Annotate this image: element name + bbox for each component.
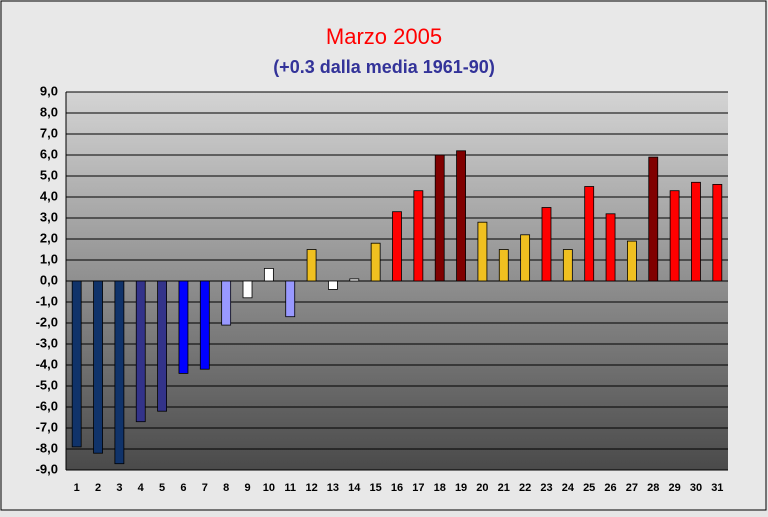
x-tick-label: 8 [223,482,229,494]
y-tick-label: 9,0 [40,83,58,98]
bar [477,221,488,282]
x-tick-label: 26 [604,482,616,494]
x-tick-label: 27 [626,482,638,494]
bar [584,186,595,282]
x-tick-label: 4 [138,482,145,494]
bar [328,280,338,290]
x-tick-label: 21 [498,482,510,494]
x-tick-label: 11 [284,482,296,494]
bar [114,280,125,465]
y-tick-label: 3,0 [40,209,58,224]
x-tick-label: 10 [263,482,275,494]
bar [669,190,680,282]
x-tick-label: 22 [519,482,531,494]
bar [691,181,701,282]
y-tick-label: 8,0 [40,104,58,119]
x-tick-label: 15 [370,482,382,494]
x-tick-label: 17 [412,482,424,494]
bar [648,156,659,282]
bar [541,207,552,282]
bar [627,240,637,282]
x-tick-label: 1 [74,482,80,494]
bar [498,249,509,282]
bar [605,213,616,282]
y-tick-label: -2,0 [36,314,58,329]
bar [562,249,573,282]
x-tick-label: 23 [540,482,552,494]
chart-subtitle: (+0.3 dalla media 1961-90) [273,57,495,77]
bar [306,249,317,282]
x-tick-label: 28 [647,482,659,494]
y-tick-label: -3,0 [36,335,58,350]
bar [392,211,402,282]
bar [199,280,210,370]
x-tick-label: 18 [434,482,446,494]
x-tick-label: 14 [348,482,361,494]
x-tick-label: 30 [690,482,702,494]
bar [712,183,723,282]
chart-title: Marzo 2005 [326,24,442,49]
x-tick-label: 6 [180,482,186,494]
bar [434,154,445,282]
y-tick-label: -1,0 [36,293,58,308]
bar [135,280,146,423]
bars [71,150,723,465]
x-tick-label: 12 [305,482,317,494]
y-tick-label: -7,0 [36,419,58,434]
bar [520,234,531,282]
labels: -9,0 -8,0 -7,0 -6,0 -5,0 -4,0 -3,0 -2,0 -1,0 0,0 1… [36,83,724,493]
bar [71,280,82,448]
bar [242,280,253,299]
bar [349,278,360,282]
y-tick-label: 6,0 [40,146,58,161]
y-tick-label: 1,0 [40,251,58,266]
bar [285,280,296,318]
x-tick-label: 13 [327,482,339,494]
x-tick-label: 24 [562,482,575,494]
bar [456,150,466,282]
y-tick-label: -8,0 [36,440,58,455]
bar [413,190,424,282]
x-tick-label: 29 [668,482,680,494]
bar [221,280,232,326]
y-tick-label: 7,0 [40,125,58,140]
y-tick-label: -9,0 [36,461,58,476]
x-tick-label: 20 [476,482,488,494]
y-tick-label: 4,0 [40,188,58,203]
x-tick-label: 3 [116,482,122,494]
y-tick-label: -6,0 [36,398,58,413]
y-tick-label: 0,0 [40,272,58,287]
x-tick-label: 19 [455,482,467,494]
y-tick-label: 2,0 [40,230,58,245]
x-tick-label: 25 [583,482,595,494]
bar [370,242,381,282]
y-tick-label: 5,0 [40,167,58,182]
grid [65,91,728,471]
y-tick-label: -5,0 [36,377,58,392]
x-tick-label: 5 [159,482,165,494]
bar [178,280,189,374]
bar [263,267,274,282]
bar [157,280,167,412]
x-tick-label: 31 [711,482,723,494]
x-tick-label: 7 [202,482,208,494]
x-tick-label: 16 [391,482,403,494]
x-tick-label: 2 [95,482,101,494]
bar [93,280,103,454]
y-tick-label: -4,0 [36,356,58,371]
x-tick-label: 9 [244,482,250,494]
